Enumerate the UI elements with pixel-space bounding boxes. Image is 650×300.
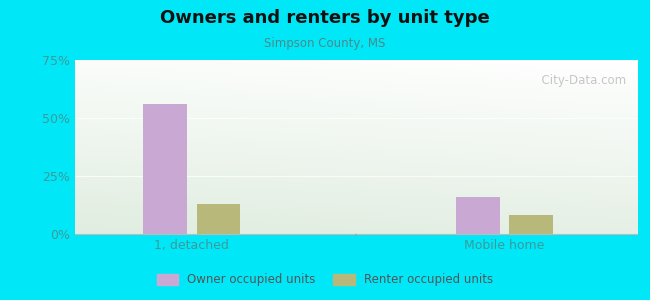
Bar [196,204,240,234]
Legend: Owner occupied units, Renter occupied units: Owner occupied units, Renter occupied un… [152,269,498,291]
Bar [509,215,552,234]
Text: City-Data.com: City-Data.com [534,74,626,87]
Bar [456,197,500,234]
Bar [144,104,187,234]
Text: Owners and renters by unit type: Owners and renters by unit type [160,9,490,27]
Text: Simpson County, MS: Simpson County, MS [265,38,385,50]
